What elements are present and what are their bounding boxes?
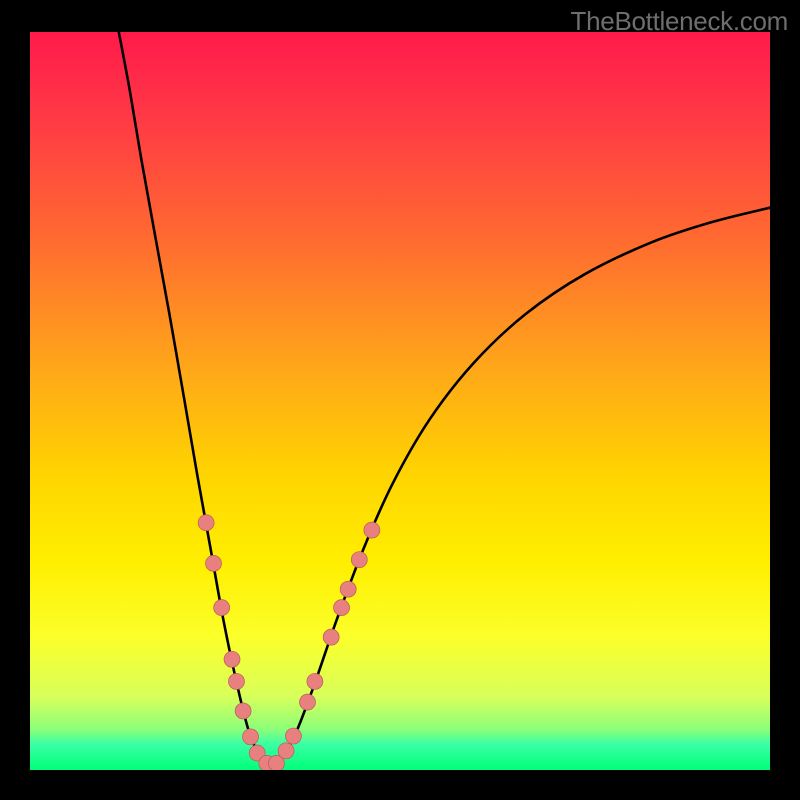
chart-svg xyxy=(30,32,770,770)
curve-marker xyxy=(228,673,244,689)
curve-marker xyxy=(300,694,316,710)
curve-marker xyxy=(278,743,294,759)
curve-marker xyxy=(364,522,380,538)
watermark-text: TheBottleneck.com xyxy=(571,6,788,37)
curve-marker xyxy=(323,629,339,645)
plot-area xyxy=(30,32,770,770)
curve-marker xyxy=(334,600,350,616)
curve-marker xyxy=(307,673,323,689)
curve-marker xyxy=(285,728,301,744)
curve-marker xyxy=(214,600,230,616)
curve-marker xyxy=(243,729,259,745)
curve-marker xyxy=(351,552,367,568)
curve-marker xyxy=(206,555,222,571)
curve-marker xyxy=(340,581,356,597)
gradient-background xyxy=(30,32,770,770)
curve-marker xyxy=(198,515,214,531)
curve-marker xyxy=(235,703,251,719)
curve-marker xyxy=(224,651,240,667)
